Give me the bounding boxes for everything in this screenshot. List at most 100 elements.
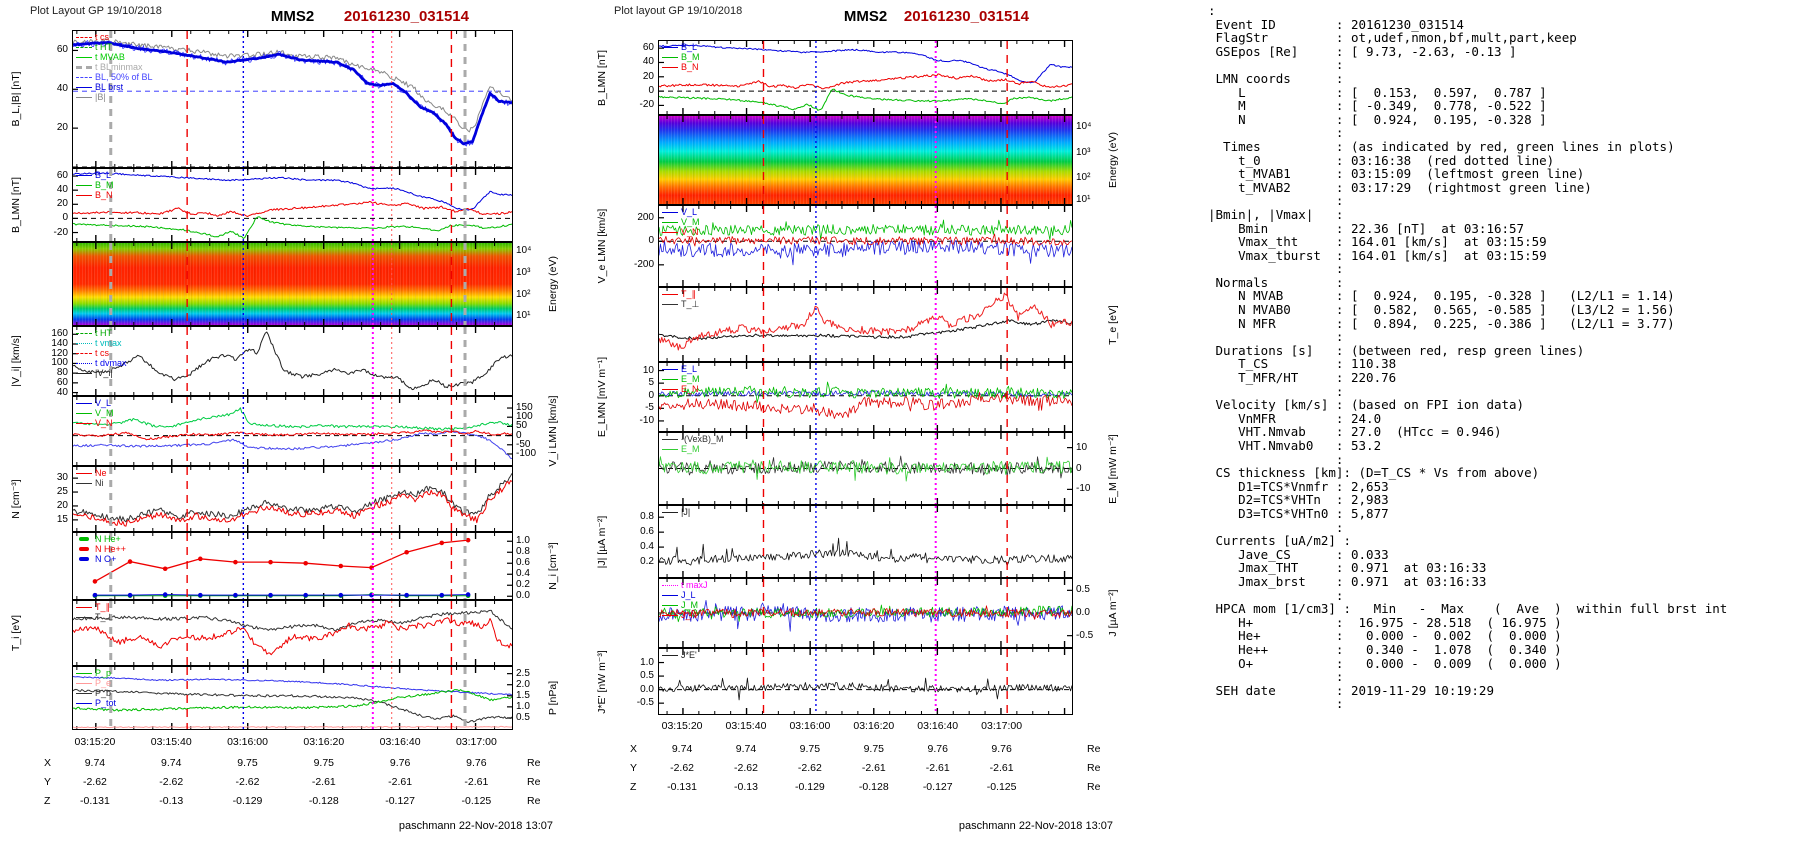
series-point (233, 592, 238, 598)
ephemeris-value: -0.128 (858, 781, 889, 793)
y-tick-label: 40 (56, 83, 68, 95)
legend-label: BL brst (95, 81, 124, 92)
panel-bl-babs: t cs t HT t MVAB t BLminmax BL, 50% of BL BL … (72, 30, 513, 168)
spectrogram-texture (659, 116, 1072, 204)
legend-label: t MVAB (95, 51, 125, 62)
series-B_M (73, 216, 512, 239)
series-point (92, 592, 98, 598)
series-point (127, 592, 133, 598)
legend-label: N He++ (95, 543, 127, 554)
legend-b-lmn: B_L B_M B_N (73, 169, 114, 200)
legend-entry: -(VexB)_M (662, 434, 724, 444)
legend-entry: V_M (76, 408, 114, 418)
y-axis-label: N [cm⁻³] (10, 479, 22, 519)
ephemeris-row-label: X (44, 757, 52, 769)
plot-canvas-b-lmn (73, 169, 512, 241)
y-tick-label: -20 (53, 226, 68, 238)
series-point (338, 563, 344, 569)
series-point (439, 540, 445, 546)
legend-line-sample (76, 36, 92, 38)
ephemeris-unit: Re (527, 795, 541, 807)
series-V_L (73, 430, 512, 459)
right-tick-label: 10⁴ (1076, 121, 1092, 133)
right-tick-label: 0 (1076, 462, 1082, 474)
event-id-label: 20161230_031514 (343, 8, 469, 25)
ephemeris-value: -0.125 (986, 781, 1017, 793)
ephemeris-value: 9.75 (313, 757, 335, 769)
legend-vi-mag: t HT t vmax t cs t dvmax |V_i| (73, 327, 127, 378)
right-axis-label: P [nPa] (547, 680, 559, 716)
spectrogram-texture (73, 243, 512, 325)
ephemeris-value: 9.74 (735, 743, 757, 755)
legend-label: P_e (95, 677, 112, 688)
y-tick-label: 0 (62, 212, 68, 224)
legend-entry: E_M (662, 374, 700, 384)
ephemeris-value: -0.131 (667, 781, 697, 793)
y-tick-label: -20 (639, 99, 654, 111)
y-axis-label: |J| [µA m⁻²] (596, 515, 608, 568)
right-tick-label: 1.5 (516, 689, 530, 701)
series-Ne (73, 480, 512, 527)
series-Ni (73, 473, 512, 523)
legend-label: B_N (681, 61, 699, 72)
right-tick-label: 10² (516, 288, 531, 300)
legend-line-sample (76, 482, 92, 484)
right-axis-label: Energy (eV) (547, 255, 559, 313)
series-T_∥ (659, 292, 1072, 351)
plot-canvas-jdote (659, 649, 1072, 714)
plot-canvas-pressure (73, 667, 512, 729)
ephemeris-value: -0.125 (461, 795, 492, 807)
ephemeris-value: -2.61 (861, 762, 886, 774)
y-tick-label: 0.2 (640, 556, 654, 568)
legend-entry: V_N (76, 418, 114, 428)
time-tick-label: 03:17:00 (455, 736, 497, 748)
ephemeris-value: 9.76 (389, 757, 411, 769)
series-point (268, 559, 273, 565)
legend-entry: B_M (76, 180, 114, 190)
right-tick-label: 10¹ (516, 309, 531, 321)
series-|V_i| (73, 331, 512, 391)
y-axis-label: J*E' [nW m⁻³] (596, 649, 608, 714)
y-axis-label: |V_i| [km/s] (10, 335, 22, 387)
series-BL (73, 40, 512, 146)
ephemeris-unit: Re (1087, 743, 1101, 755)
legend-entry: T_∥ (662, 289, 699, 299)
y-tick-label: 20 (56, 499, 68, 511)
ephemeris-row-label: X (630, 743, 638, 755)
plot-column-electron: Plot layout GP 19/10/2018 MMS2 20161230_… (592, 0, 1172, 841)
series-B_L (73, 172, 512, 211)
right-tick-label: 1.0 (516, 535, 530, 547)
y-tick-label: 0.0 (640, 683, 654, 695)
right-tick-label: 2.0 (516, 678, 530, 690)
legend-label: T_⊥ (681, 298, 700, 309)
legend-line-sample (76, 372, 92, 374)
legend-line-sample (662, 604, 678, 606)
legend-density: Ne Ni (73, 467, 107, 488)
legend-e-lmn: E_L E_M E_N (659, 363, 700, 394)
legend-label: t maxJ (681, 579, 708, 590)
legend-b-lmn-e: B_L B_M B_N (659, 41, 700, 72)
series-point (338, 592, 344, 598)
panel-j-lmn: t maxJ J_L J_M J_N (658, 578, 1073, 648)
series-P_p (73, 689, 512, 712)
legend-line-sample (76, 702, 92, 704)
series-point (198, 592, 203, 598)
y-axis-label: T_i [eV] (10, 614, 22, 652)
series-T_∥ (73, 617, 512, 656)
series-point (404, 549, 409, 555)
y-tick-label: 80 (56, 367, 68, 379)
legend-label: E_L (681, 363, 698, 374)
legend-label: t cs (95, 347, 110, 358)
legend-line-sample (76, 672, 92, 674)
right-tick-label: 10 (1076, 441, 1088, 453)
event-id-label: 20161230_031514 (903, 8, 1029, 25)
series-B_N (73, 200, 512, 217)
plot-canvas-ion-temp (73, 601, 512, 665)
y-axis-label: V_e LMN [km/s] (596, 208, 608, 284)
ephemeris-value: -0.13 (159, 795, 184, 807)
legend-entry: P_p (76, 668, 116, 678)
legend-line-sample (76, 194, 92, 196)
legend-entry: T_⊥ (662, 299, 699, 309)
panel-em-vexb: -(VexB)_M E_M (658, 432, 1073, 505)
